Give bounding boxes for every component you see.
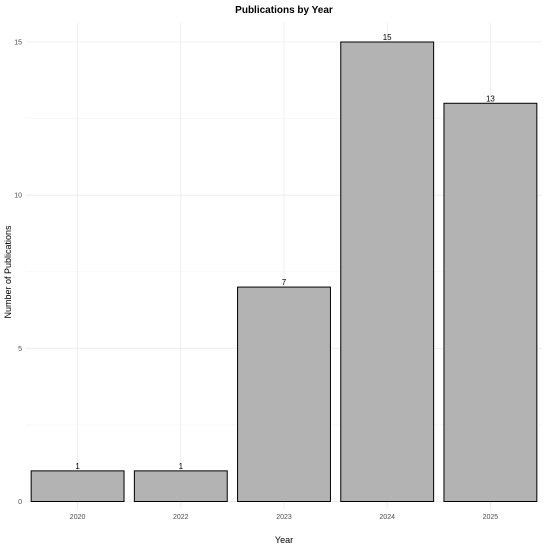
x-axis-title: Year xyxy=(275,535,293,545)
bar-2020 xyxy=(30,470,125,503)
x-tick-label-2022: 2022 xyxy=(173,514,189,521)
y-tick-label-0: 0 xyxy=(18,499,22,506)
y-tick-label-5: 5 xyxy=(18,346,22,353)
chart-title: Publications by Year xyxy=(235,5,333,16)
y-axis-ticks: 0 5 10 15 xyxy=(14,40,22,507)
bars xyxy=(30,41,538,503)
data-label-2023: 7 xyxy=(282,278,287,287)
y-axis-title: Number of Publications xyxy=(3,225,13,319)
data-label-2020: 1 xyxy=(75,462,80,471)
data-label-2024: 15 xyxy=(383,33,392,42)
bar-2023 xyxy=(237,286,331,503)
y-tick-label-10: 10 xyxy=(14,193,22,200)
bar-2024 xyxy=(340,41,435,502)
bar-2025 xyxy=(443,102,538,503)
x-tick-label-2020: 2020 xyxy=(70,514,86,521)
data-label-2022: 1 xyxy=(179,462,184,471)
data-label-2025: 13 xyxy=(486,94,495,103)
x-tick-label-2025: 2025 xyxy=(483,514,499,521)
x-axis-ticks: 2020 2022 2023 2024 2025 xyxy=(70,514,498,521)
x-tick-label-2024: 2024 xyxy=(379,514,395,521)
x-tick-label-2023: 2023 xyxy=(276,514,292,521)
y-tick-label-15: 15 xyxy=(14,40,22,47)
bar-2022 xyxy=(133,470,228,503)
